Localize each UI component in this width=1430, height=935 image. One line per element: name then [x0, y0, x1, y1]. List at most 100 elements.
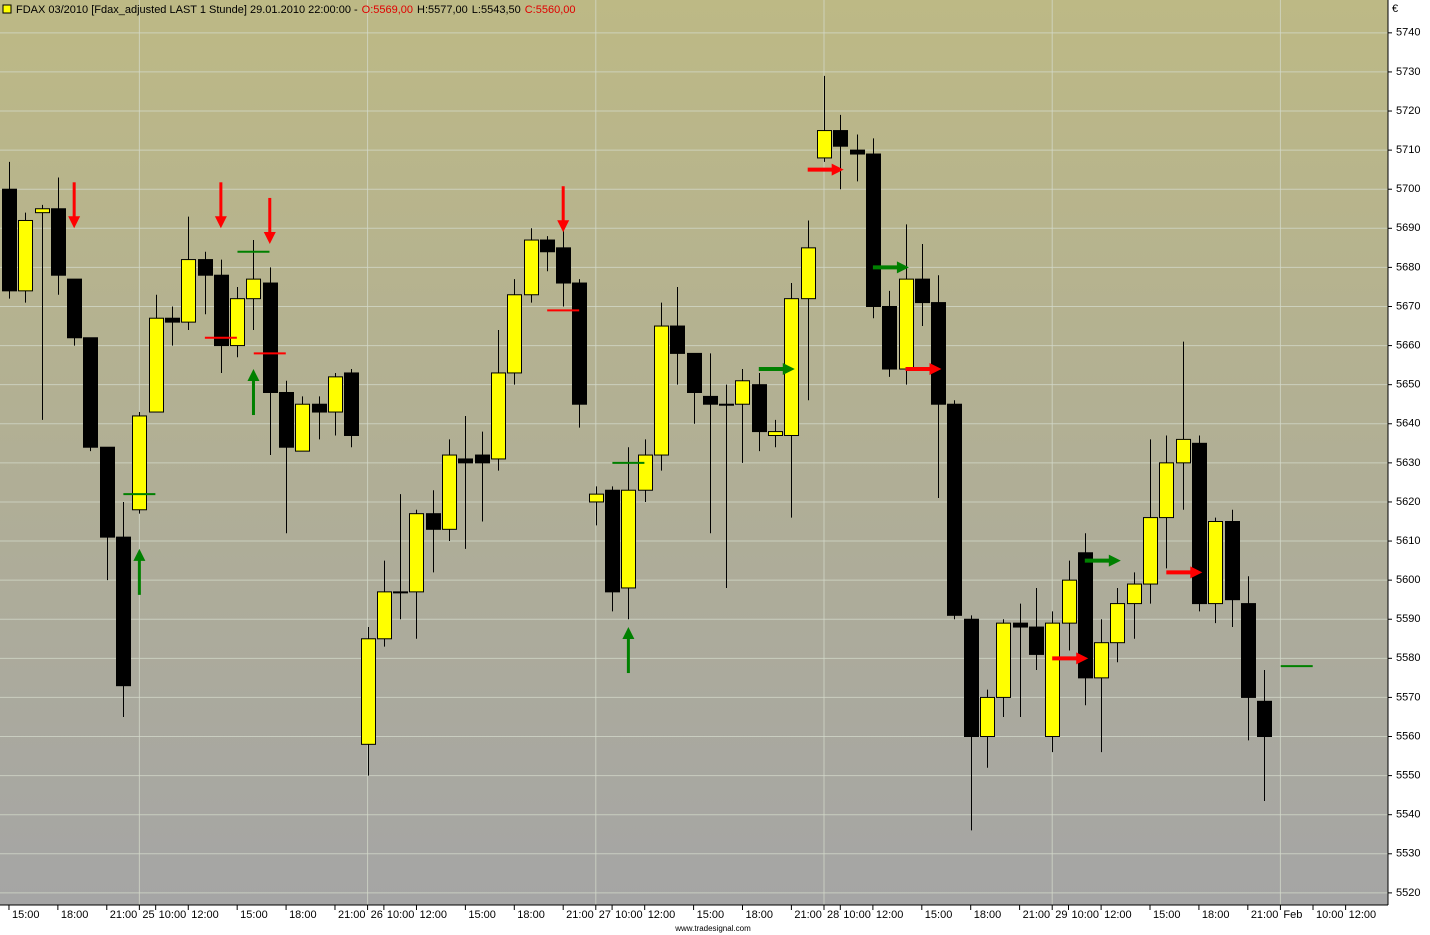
candle-body	[344, 372, 359, 436]
x-tick-label: 10:00	[843, 909, 871, 921]
candle	[149, 294, 164, 413]
signal-up	[622, 627, 635, 674]
candle	[850, 134, 865, 182]
y-tick-label: 5680	[1396, 261, 1420, 273]
candle-body	[850, 149, 865, 155]
y-tick-label: 5640	[1396, 418, 1420, 430]
signal-down	[557, 186, 570, 233]
candle-body	[507, 294, 522, 374]
y-tick-label: 5590	[1396, 613, 1420, 625]
y-tick-label: 5710	[1396, 144, 1420, 156]
candle-body	[964, 618, 979, 738]
candle	[1045, 611, 1060, 753]
x-tick-label: 10:00	[159, 909, 187, 921]
candle-body	[882, 305, 897, 370]
signal-down	[68, 182, 81, 229]
x-tick-label: 21:00	[110, 909, 138, 921]
signal-right	[1052, 652, 1089, 665]
x-tick-label: 15:00	[240, 909, 268, 921]
candle	[524, 228, 539, 303]
candle	[589, 486, 604, 526]
candle-body	[442, 454, 457, 530]
candle-body	[1225, 520, 1240, 601]
x-tick-label: 10:00	[1316, 909, 1344, 921]
candle-body	[1078, 552, 1093, 679]
candle-body	[361, 638, 376, 745]
signal-arrow-head	[622, 627, 635, 640]
x-tick-label: 18:00	[289, 909, 317, 921]
candle	[51, 177, 66, 295]
candle-body	[1045, 622, 1060, 738]
x-tick-label: 12:00	[1349, 909, 1377, 921]
candle-body	[540, 239, 555, 253]
candle	[1013, 603, 1028, 717]
candle	[899, 224, 914, 385]
candle	[458, 415, 473, 549]
candle	[393, 494, 408, 620]
candle-body	[1029, 626, 1044, 655]
candle	[361, 627, 376, 776]
candle-body	[621, 489, 636, 589]
candle-body	[1257, 700, 1272, 738]
candle	[295, 396, 310, 452]
candle	[687, 352, 702, 424]
candle	[132, 412, 147, 514]
candle	[35, 204, 50, 420]
candle-body	[572, 282, 587, 405]
candle-body	[426, 513, 441, 530]
y-tick-label: 5600	[1396, 574, 1420, 586]
x-tick-label: 12:00	[191, 909, 219, 921]
y-tick-label: 5720	[1396, 105, 1420, 117]
candle	[442, 439, 457, 542]
y-tick-label: 5700	[1396, 183, 1420, 195]
candle-body	[1127, 583, 1142, 605]
candle-body	[931, 302, 946, 405]
candle-body	[638, 454, 653, 491]
candle-body	[524, 239, 539, 296]
candle	[752, 372, 767, 452]
candle	[866, 138, 881, 319]
candle-body	[475, 454, 490, 464]
candle	[996, 619, 1011, 717]
signal-arrow-head	[247, 369, 260, 382]
candle	[67, 278, 82, 346]
x-tick-label: 21:00	[1023, 909, 1051, 921]
candle-body	[1143, 517, 1158, 585]
candle	[100, 446, 115, 581]
y-tick-label: 5610	[1396, 535, 1420, 547]
candle	[312, 396, 327, 440]
plot-background	[0, 0, 1388, 905]
candle-body	[312, 403, 327, 413]
x-tick-label: 21:00	[338, 909, 366, 921]
header-value: O:5569,00	[362, 4, 413, 16]
candle	[475, 431, 490, 522]
candle-body	[295, 403, 310, 452]
candle-body	[214, 274, 229, 347]
candle	[1192, 435, 1207, 612]
x-tick-label: 26	[371, 909, 383, 921]
candle-body	[687, 352, 702, 393]
header-value: C:5560,00	[525, 4, 576, 16]
signal-arrow-head	[1190, 566, 1203, 579]
candle-body	[458, 458, 473, 464]
candle-body	[279, 391, 294, 448]
signal-down	[214, 182, 227, 229]
candle	[931, 275, 946, 499]
x-tick-label: 18:00	[517, 909, 545, 921]
candle-body	[1192, 442, 1207, 605]
title-text: FDAX 03/2010 [Fdax_adjusted LAST 1 Stund…	[16, 4, 358, 16]
candle-body	[35, 208, 50, 214]
x-tick-label: 18:00	[974, 909, 1002, 921]
candle-body	[915, 278, 930, 304]
candle	[165, 306, 180, 346]
candle	[1094, 619, 1109, 753]
candle-body	[393, 591, 408, 594]
x-tick-label: 12:00	[419, 909, 447, 921]
x-tick-label: 18:00	[1202, 909, 1230, 921]
x-tick-label: Feb	[1283, 909, 1302, 921]
header-value: L:5543,50	[472, 4, 521, 16]
x-tick-label: 12:00	[876, 909, 904, 921]
candle-body	[719, 403, 734, 406]
series-icon	[2, 4, 12, 14]
candle	[801, 220, 816, 401]
